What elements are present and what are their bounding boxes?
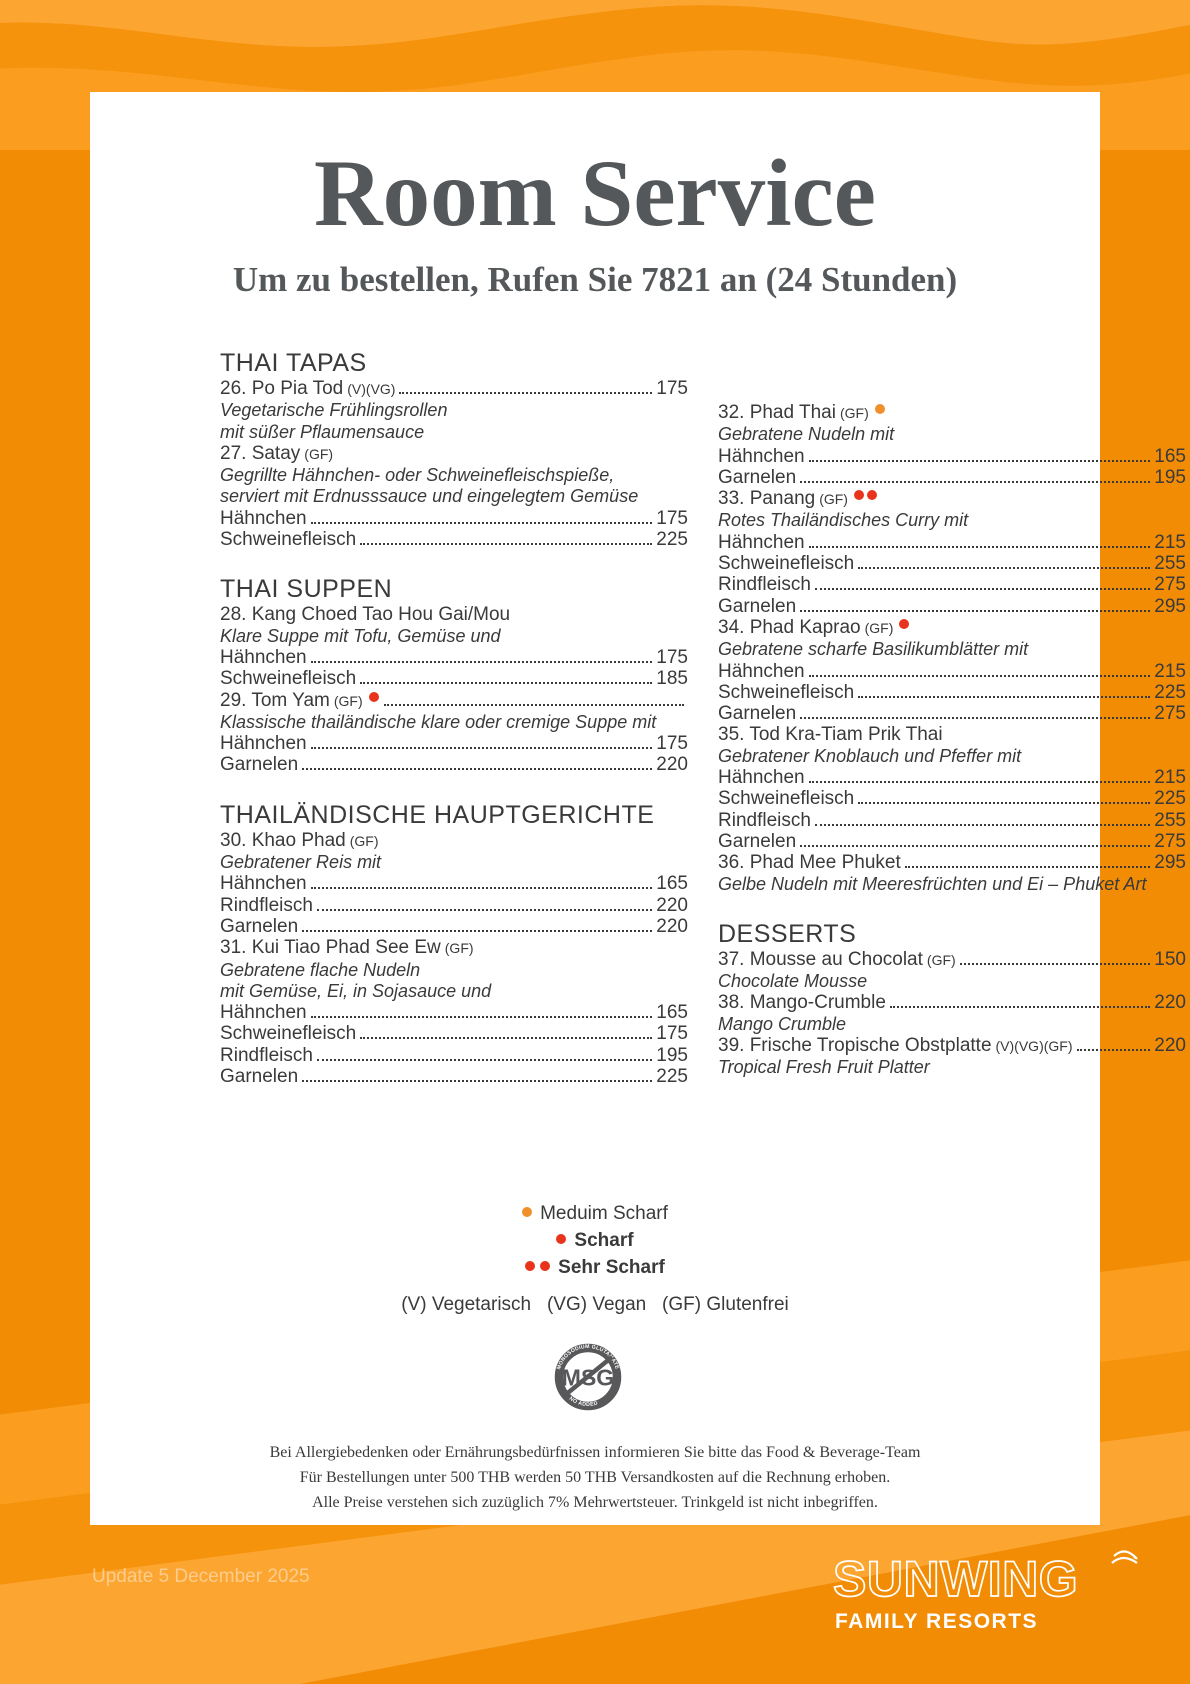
svg-text:SUNWING: SUNWING (833, 1551, 1078, 1607)
svg-text:FAMILY RESORTS: FAMILY RESORTS (835, 1610, 1038, 1633)
